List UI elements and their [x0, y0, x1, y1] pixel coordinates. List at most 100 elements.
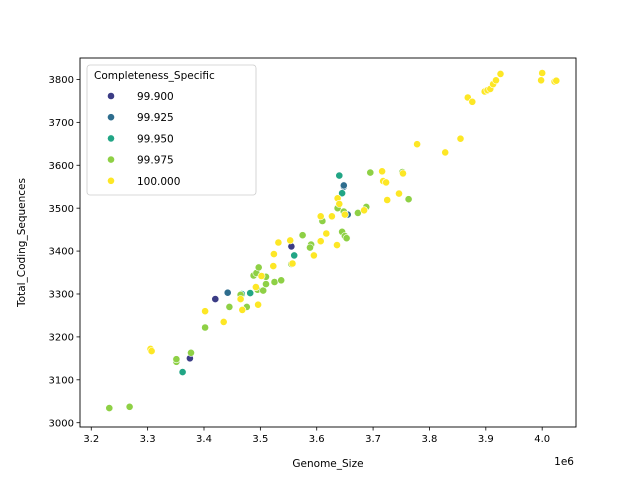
legend: Completeness_Specific 99.900 99.925 99.950…: [86, 64, 257, 196]
x-tick-label: 3.5: [252, 434, 268, 445]
y-tick-label: 3000: [49, 418, 74, 429]
x-tick-label: 3.4: [196, 434, 212, 445]
data-point: [456, 134, 465, 143]
legend-marker: [107, 155, 115, 164]
data-point: [382, 178, 390, 187]
data-point: [201, 307, 209, 316]
data-point: [333, 241, 341, 249]
legend-label: 99.950: [137, 133, 174, 145]
data-point: [322, 229, 331, 238]
data-point: [254, 263, 263, 272]
data-point: [147, 347, 156, 355]
data-point: [316, 212, 325, 221]
data-point: [342, 234, 351, 243]
data-point: [236, 295, 245, 303]
data-point: [257, 272, 266, 280]
y-tick-label: 3600: [49, 161, 74, 172]
data-point: [219, 317, 228, 326]
data-point: [360, 206, 368, 215]
x-axis-offset-label: 1e6: [554, 456, 574, 468]
y-axis-ticks: 3000 3100 3200 3300 3400 3500 3600 3700 3800: [49, 75, 80, 429]
legend-label: 100.000: [137, 176, 180, 188]
x-axis-ticks: 3.2 3.3 3.4 3.5 3.6 3.7 3.8 3.9 4.0: [83, 427, 550, 445]
x-tick-label: 3.7: [365, 434, 381, 445]
data-point: [378, 167, 386, 176]
legend-marker: [107, 176, 115, 185]
x-tick-label: 3.3: [140, 434, 156, 445]
data-point: [413, 140, 421, 149]
data-point: [270, 278, 279, 286]
data-point: [105, 404, 114, 412]
data-point: [335, 199, 344, 208]
legend-marker: [107, 113, 115, 122]
data-point: [251, 283, 260, 291]
y-tick-label: 3400: [49, 247, 74, 258]
x-tick-label: 3.6: [309, 434, 325, 445]
data-point: [298, 231, 307, 240]
data-point: [327, 212, 336, 221]
axes-frame: [79, 57, 577, 428]
data-point: [306, 243, 314, 252]
x-tick-label: 3.8: [422, 434, 438, 445]
legend-label: 99.975: [137, 155, 174, 167]
legend-label: 99.925: [137, 112, 174, 124]
y-tick-label: 3200: [49, 332, 74, 343]
y-tick-label: 3500: [49, 204, 74, 215]
legend-marker: [107, 92, 115, 100]
data-point: [468, 97, 477, 106]
data-point: [172, 355, 181, 364]
data-point: [254, 300, 262, 309]
data-point: [288, 259, 297, 268]
data-point: [366, 168, 375, 177]
data-point: [225, 302, 234, 311]
data-point: [125, 402, 134, 411]
data-point: [238, 305, 247, 314]
data-point: [259, 286, 268, 295]
data-point: [286, 236, 295, 245]
x-axis-label: Genome_Size: [292, 458, 363, 470]
data-point: [492, 76, 500, 85]
data-point: [277, 276, 286, 285]
data-point: [211, 295, 220, 303]
legend-marker: [107, 134, 115, 143]
legend-label: 99.900: [137, 91, 174, 103]
y-tick-label: 3100: [49, 375, 74, 386]
data-point: [339, 181, 348, 190]
legend-entries: 99.900 99.925 99.950 99.975 100.000: [107, 91, 180, 188]
data-point: [538, 69, 547, 77]
points-layer: [105, 69, 561, 412]
data-point: [187, 348, 195, 357]
data-point: [316, 237, 325, 246]
data-point: [201, 323, 209, 332]
data-point: [441, 148, 450, 157]
data-point: [496, 70, 505, 78]
legend-title: Completeness_Specific: [94, 70, 215, 82]
data-point: [309, 251, 318, 260]
y-axis-label: Total_Coding_Sequences: [16, 178, 28, 308]
data-point: [262, 280, 270, 288]
y-tick-label: 3300: [49, 290, 74, 301]
legend-box: [86, 64, 257, 196]
data-point: [399, 169, 407, 178]
data-point: [274, 238, 283, 247]
data-point: [246, 289, 255, 297]
y-tick-label: 3700: [49, 118, 74, 129]
data-point: [404, 195, 413, 204]
data-point: [178, 368, 187, 376]
y-tick-label: 3800: [49, 75, 74, 86]
x-tick-label: 3.9: [478, 434, 494, 445]
data-point: [269, 262, 278, 270]
data-point: [537, 76, 545, 85]
data-point: [383, 196, 392, 204]
x-tick-label: 3.2: [83, 434, 99, 445]
x-tick-label: 4.0: [534, 434, 550, 445]
data-point: [338, 189, 346, 198]
data-point: [290, 251, 299, 260]
data-point: [340, 210, 349, 219]
data-point: [223, 288, 232, 297]
data-point: [335, 171, 344, 180]
data-point: [269, 250, 278, 258]
data-point: [395, 189, 403, 198]
data-point: [552, 76, 561, 85]
